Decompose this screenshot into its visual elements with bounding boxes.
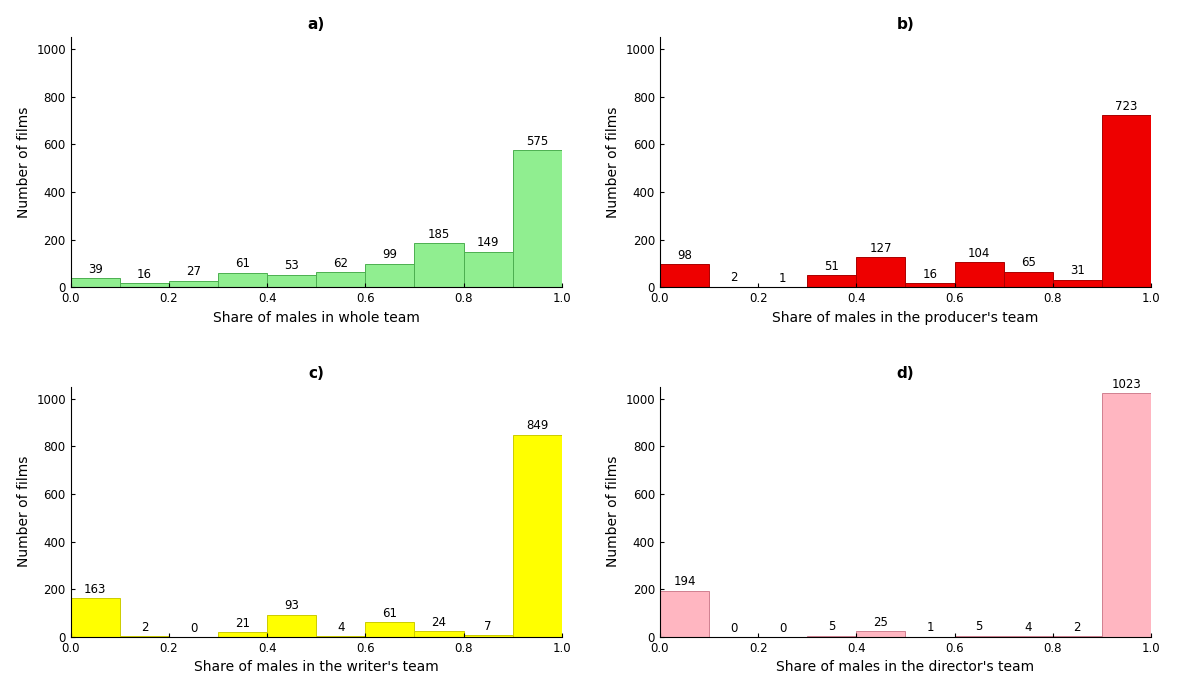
Title: c): c)	[308, 366, 324, 381]
Bar	[513, 150, 561, 287]
X-axis label: Share of males in the director's team: Share of males in the director's team	[777, 661, 1035, 674]
X-axis label: Share of males in the producer's team: Share of males in the producer's team	[772, 311, 1038, 325]
Bar	[71, 598, 120, 637]
Text: 4: 4	[1024, 621, 1032, 634]
Bar	[365, 623, 414, 637]
Title: b): b)	[897, 17, 915, 32]
Bar	[857, 631, 905, 637]
Bar	[857, 257, 905, 287]
Text: 21: 21	[235, 616, 250, 630]
Text: 61: 61	[383, 607, 398, 620]
Text: 53: 53	[285, 259, 299, 272]
X-axis label: Share of males in the writer's team: Share of males in the writer's team	[194, 661, 439, 674]
Y-axis label: Number of films: Number of films	[606, 106, 620, 218]
Text: 2: 2	[140, 621, 148, 634]
Bar	[660, 264, 709, 287]
Bar	[317, 272, 365, 287]
Bar	[71, 278, 120, 287]
Bar	[955, 263, 1004, 287]
Y-axis label: Number of films: Number of films	[16, 106, 31, 218]
Bar	[807, 275, 857, 287]
Text: 62: 62	[333, 257, 348, 270]
Text: 723: 723	[1116, 100, 1138, 113]
Bar	[660, 591, 709, 637]
Bar	[513, 435, 561, 637]
Text: 51: 51	[824, 260, 839, 273]
Bar	[218, 632, 267, 637]
Bar	[169, 281, 218, 287]
Bar	[1004, 272, 1052, 287]
Bar	[955, 636, 1004, 637]
Bar	[267, 615, 317, 637]
Text: 4: 4	[337, 621, 345, 634]
Text: 185: 185	[428, 228, 450, 240]
X-axis label: Share of males in whole team: Share of males in whole team	[213, 311, 420, 325]
Text: 1: 1	[926, 621, 933, 634]
Y-axis label: Number of films: Number of films	[606, 456, 620, 567]
Bar	[414, 243, 464, 287]
Text: 1: 1	[779, 272, 786, 285]
Text: 163: 163	[84, 583, 106, 596]
Text: 25: 25	[873, 616, 889, 629]
Text: 16: 16	[137, 268, 152, 281]
Text: 0: 0	[189, 621, 198, 634]
Bar	[317, 636, 365, 637]
Bar	[218, 273, 267, 287]
Y-axis label: Number of films: Number of films	[16, 456, 31, 567]
Text: 2: 2	[1073, 621, 1082, 634]
Text: 0: 0	[779, 621, 786, 634]
Text: 16: 16	[923, 268, 938, 281]
Title: d): d)	[897, 366, 915, 381]
Text: 0: 0	[730, 621, 737, 634]
Text: 61: 61	[235, 257, 250, 270]
Text: 93: 93	[285, 599, 299, 612]
Bar	[1102, 393, 1151, 637]
Text: 5: 5	[976, 621, 983, 634]
Text: 849: 849	[526, 419, 548, 432]
Bar	[1052, 280, 1102, 287]
Bar	[365, 264, 414, 287]
Bar	[1102, 115, 1151, 287]
Text: 24: 24	[432, 616, 446, 629]
Text: 127: 127	[870, 242, 892, 254]
Text: 98: 98	[677, 249, 692, 261]
Text: 27: 27	[186, 265, 201, 278]
Bar	[464, 635, 513, 637]
Bar	[267, 274, 317, 287]
Bar	[1004, 636, 1052, 637]
Text: 1023: 1023	[1111, 378, 1142, 390]
Text: 65: 65	[1020, 256, 1036, 269]
Text: 7: 7	[485, 620, 492, 633]
Bar	[120, 283, 169, 287]
Bar	[464, 252, 513, 287]
Text: 575: 575	[526, 135, 548, 148]
Text: 194: 194	[673, 576, 696, 588]
Bar	[414, 631, 464, 637]
Text: 5: 5	[829, 621, 836, 634]
Text: 149: 149	[477, 236, 499, 249]
Text: 39: 39	[88, 263, 102, 276]
Text: 31: 31	[1070, 265, 1085, 278]
Text: 104: 104	[967, 247, 990, 260]
Bar	[807, 636, 857, 637]
Title: a): a)	[307, 17, 325, 32]
Text: 99: 99	[383, 248, 398, 261]
Text: 2: 2	[730, 272, 737, 285]
Bar	[905, 283, 955, 287]
